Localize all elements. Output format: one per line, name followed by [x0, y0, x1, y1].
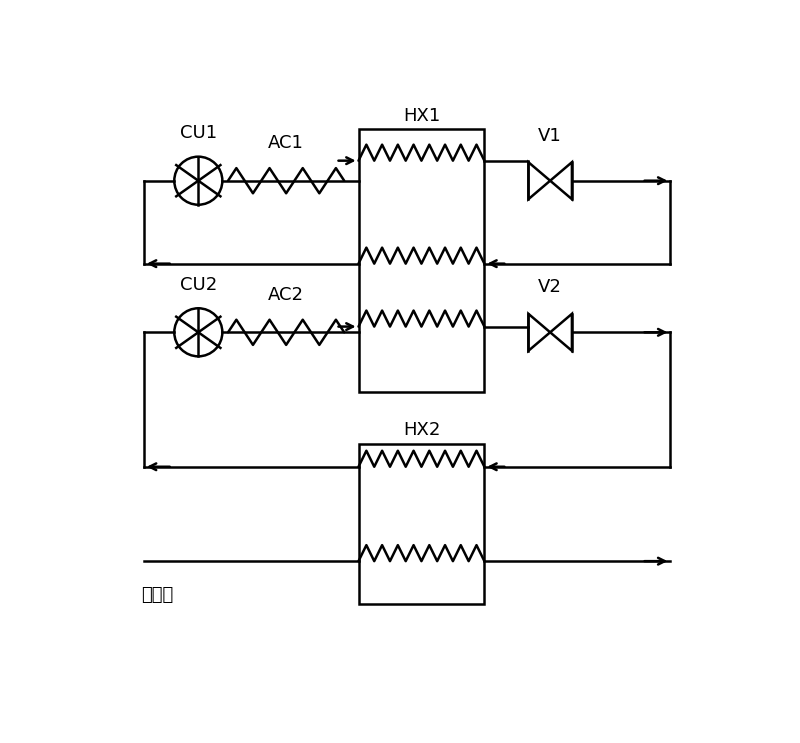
Text: AC1: AC1	[268, 134, 304, 152]
Text: CU2: CU2	[180, 276, 217, 294]
Text: HX1: HX1	[403, 107, 440, 125]
Text: V2: V2	[538, 279, 562, 296]
Bar	[358, 444, 484, 604]
Text: V1: V1	[538, 126, 562, 145]
Text: AC2: AC2	[268, 286, 304, 304]
Text: CU1: CU1	[180, 124, 217, 143]
Text: 原料气: 原料气	[141, 586, 174, 605]
Text: HX2: HX2	[402, 421, 440, 439]
Bar	[358, 129, 484, 392]
